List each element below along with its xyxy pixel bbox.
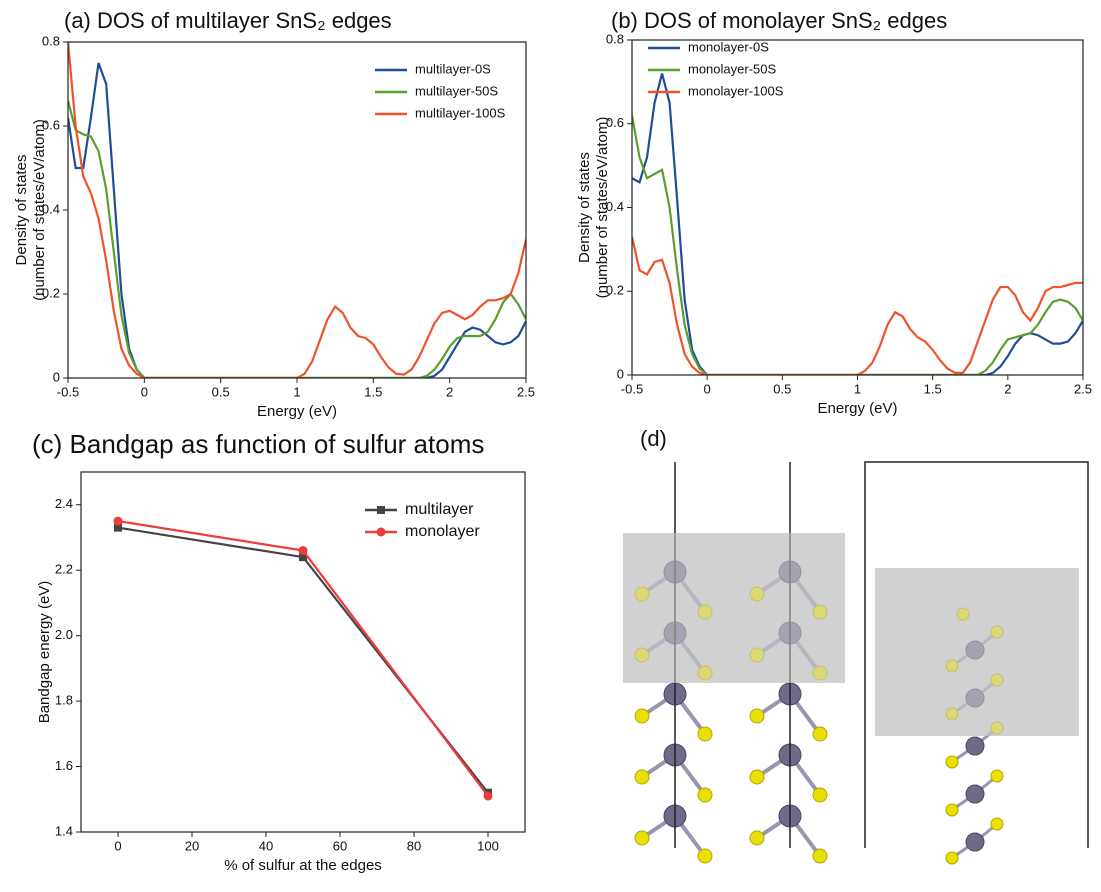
y-axis-label: Density of states xyxy=(13,155,30,266)
x-tick-label: 80 xyxy=(407,838,421,853)
series-line xyxy=(68,101,526,378)
x-tick-label: 60 xyxy=(333,838,347,853)
sulfur-atom xyxy=(946,756,958,768)
legend-label: monolayer-100S xyxy=(688,83,784,98)
y-tick-label: 1.4 xyxy=(55,823,73,838)
sulfur-atom xyxy=(698,849,712,863)
legend-label: multilayer-100S xyxy=(415,105,506,120)
sulfur-atom xyxy=(750,709,764,723)
chart-title: (b) DOS of monolayer SnS₂ edges xyxy=(611,8,947,33)
x-tick-label: 20 xyxy=(185,838,199,853)
series-line xyxy=(118,528,488,793)
tin-atom xyxy=(966,785,984,803)
x-tick-label: 0.5 xyxy=(212,384,230,399)
y-tick-label: 0 xyxy=(617,366,624,381)
series-line xyxy=(118,521,488,796)
sulfur-atom xyxy=(750,770,764,784)
x-tick-label: 0 xyxy=(114,838,121,853)
sulfur-atom xyxy=(991,770,1003,782)
x-tick-label: 2 xyxy=(446,384,453,399)
series-line xyxy=(632,237,1083,375)
y-tick-label: 0 xyxy=(53,369,60,384)
x-tick-label: 1.5 xyxy=(924,381,942,396)
sulfur-atom xyxy=(698,727,712,741)
panel-label: (d) xyxy=(640,426,667,451)
legend-label: multilayer-0S xyxy=(415,61,491,76)
x-tick-label: 1.5 xyxy=(364,384,382,399)
x-tick-label: -0.5 xyxy=(57,384,79,399)
tin-atom xyxy=(966,833,984,851)
x-tick-label: 1 xyxy=(293,384,300,399)
shade xyxy=(623,533,845,683)
sulfur-atom xyxy=(991,818,1003,830)
marker xyxy=(114,517,123,526)
x-tick-label: 100 xyxy=(477,838,499,853)
y-tick-label: 0.8 xyxy=(606,31,624,46)
y-axis-label: (number of states/eV/atom) xyxy=(31,119,48,301)
legend-label: monolayer xyxy=(405,523,480,540)
sulfur-atom xyxy=(813,727,827,741)
legend-label: multilayer-50S xyxy=(415,83,498,98)
y-axis-label: Bandgap energy (eV) xyxy=(36,581,53,724)
y-tick-label: 1.8 xyxy=(55,693,73,708)
x-tick-label: 2.5 xyxy=(517,384,535,399)
legend-marker xyxy=(377,506,385,514)
x-tick-label: 40 xyxy=(259,838,273,853)
y-tick-label: 2.4 xyxy=(55,496,73,511)
chart-title: (a) DOS of multilayer SnS₂ edges xyxy=(64,8,392,33)
sulfur-atom xyxy=(698,788,712,802)
x-tick-label: -0.5 xyxy=(621,381,643,396)
x-tick-label: 1 xyxy=(854,381,861,396)
sulfur-atom xyxy=(813,849,827,863)
x-tick-label: 2 xyxy=(1004,381,1011,396)
legend-label: multilayer xyxy=(405,501,474,518)
shade xyxy=(875,568,1079,736)
x-axis-label: Energy (eV) xyxy=(817,400,897,417)
legend-label: monolayer-50S xyxy=(688,61,776,76)
sulfur-atom xyxy=(946,852,958,864)
figure: (d) (a) DOS of multilayer SnS₂ edges -0.5… xyxy=(0,0,1101,892)
sulfur-atom xyxy=(635,709,649,723)
sulfur-atom xyxy=(946,804,958,816)
y-axis-label: (number of states/eV/atom) xyxy=(594,117,611,299)
x-tick-label: 0 xyxy=(141,384,148,399)
legend-label: monolayer-0S xyxy=(688,39,769,54)
y-tick-label: 1.6 xyxy=(55,758,73,773)
y-axis-label: Density of states xyxy=(576,152,593,263)
chart-title: (c) Bandgap as function of sulfur atoms xyxy=(32,429,484,459)
series-line xyxy=(632,74,1083,376)
chart: (c) Bandgap as function of sulfur atoms 0… xyxy=(32,429,525,874)
x-tick-label: 0 xyxy=(704,381,711,396)
sulfur-atom xyxy=(750,831,764,845)
x-axis-label: Energy (eV) xyxy=(257,403,337,420)
x-tick-label: 0.5 xyxy=(773,381,791,396)
legend-marker xyxy=(377,528,386,537)
series-line xyxy=(632,115,1083,375)
y-tick-label: 2.2 xyxy=(55,562,73,577)
x-tick-label: 2.5 xyxy=(1074,381,1092,396)
sulfur-atom xyxy=(813,788,827,802)
structure-panel xyxy=(623,462,1088,864)
marker xyxy=(484,792,493,801)
sulfur-atom xyxy=(635,831,649,845)
x-axis-label: % of sulfur at the edges xyxy=(224,857,382,874)
y-tick-label: 0.8 xyxy=(42,33,60,48)
tin-atom xyxy=(966,737,984,755)
y-tick-label: 2.0 xyxy=(55,627,73,642)
marker xyxy=(299,546,308,555)
sulfur-atom xyxy=(635,770,649,784)
